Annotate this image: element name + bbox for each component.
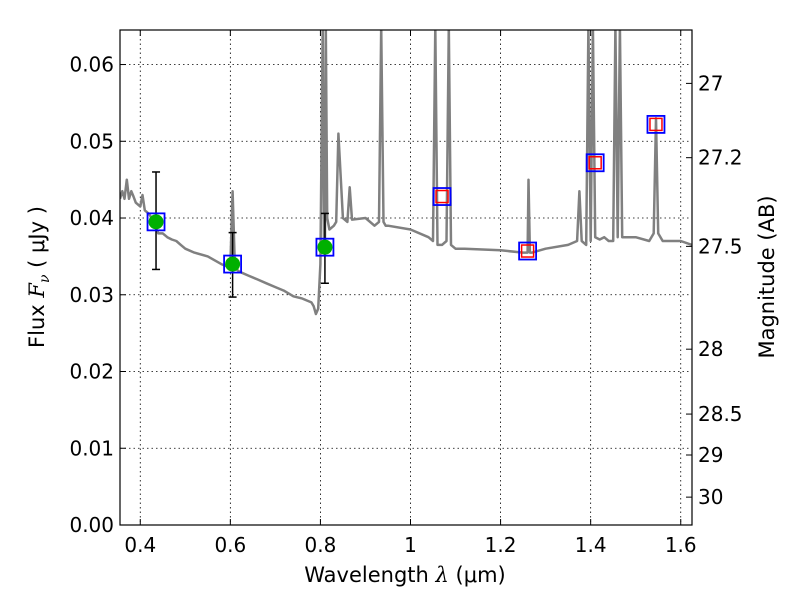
observed-flux-box [223,254,242,274]
magnitude-tick-label: 28.5 [698,402,743,426]
observed-flux-point [317,239,333,255]
observed-flux-box [146,212,166,232]
y-tick-label: 0.05 [69,129,114,153]
observed-flux-point [225,256,241,272]
magnitude-tick-label: 30 [698,485,723,509]
y-tick-label: 0.02 [69,360,114,384]
tick-labels: 0.4 0.6 0.8 1 1.2 1.4 1.6 0.00 0.01 0.02 0.03 0.04 0… [69,53,742,557]
y-tick-label: 0.03 [69,283,114,307]
x-tick-label: 0.8 [305,533,337,557]
magnitude-tick-label: 27.5 [698,234,743,258]
secondary-y-axis-title: Magnitude (AB) [755,195,779,358]
x-tick-label: 1.4 [575,533,607,557]
y-tick-label: 0.01 [69,436,114,460]
magnitude-tick-label: 29 [698,443,723,467]
data-series [120,30,692,316]
model-flux-outer-box [432,187,452,206]
x-axis-title: Wavelength λ (μm) [304,563,505,587]
model-flux-point [520,244,535,258]
model-flux-point [649,117,663,132]
y-tick-label: 0.04 [69,206,114,230]
model-flux-point [588,156,602,170]
model-flux-outer-box [585,153,605,173]
model-spectrum-line [120,30,692,316]
model-flux-point [435,189,449,204]
x-tick-label: 1.2 [485,533,517,557]
magnitude-tick-label: 28 [698,337,723,361]
magnitude-tick-label: 27.2 [698,146,743,170]
grid-lines [120,30,692,525]
y-tick-label: 0.06 [69,53,114,77]
y-tick-label: 0.00 [69,513,114,537]
x-tick-label: 0.4 [124,533,156,557]
observed-flux-point [148,214,164,230]
x-tick-label: 0.6 [214,533,246,557]
axes-frame [119,29,693,526]
x-tick-label: 1.6 [665,533,697,557]
model-flux-outer-box [646,114,666,134]
y-axis-title: Flux Fν ( μJy ) [25,206,53,348]
observed-flux-box [315,237,335,257]
model-flux-outer-box [518,241,538,261]
magnitude-tick-label: 27 [698,71,723,95]
x-tick-label: 1 [404,533,417,557]
plot-frame [119,29,693,526]
